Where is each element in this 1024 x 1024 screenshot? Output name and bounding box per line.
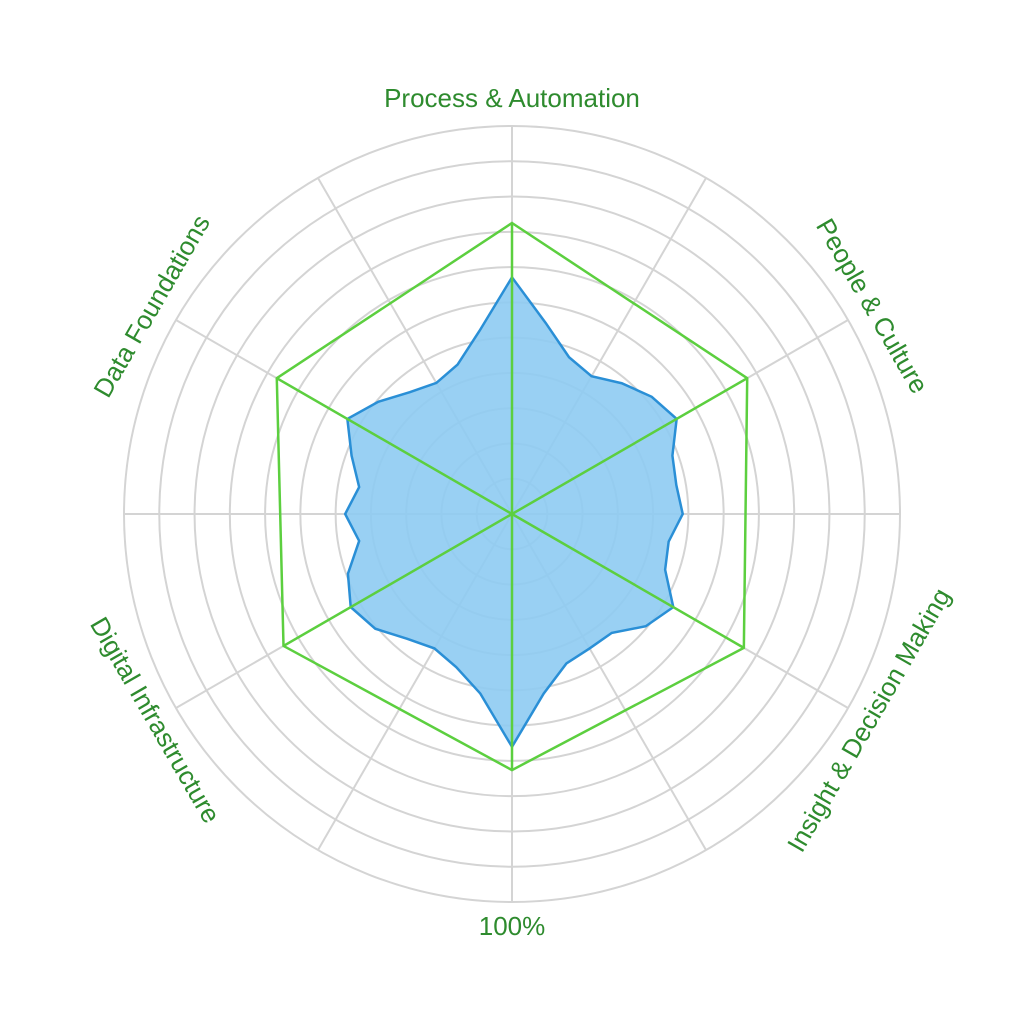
axis-spoke-4 (282, 512, 513, 648)
axis-label-0: Process & Automation (384, 83, 640, 113)
axis-label-5: Data Foundations (87, 210, 216, 403)
axis-spoke-5 (276, 377, 513, 516)
axis-label-4: Digital Infrastructure (84, 612, 226, 828)
axis-spoke-1 (511, 377, 748, 516)
axis-spoke-2 (511, 512, 745, 649)
axis-label-2: Insight & Decision Making (781, 583, 957, 857)
spoke-layer (276, 223, 748, 771)
axis-label-3: 100% (479, 911, 546, 941)
